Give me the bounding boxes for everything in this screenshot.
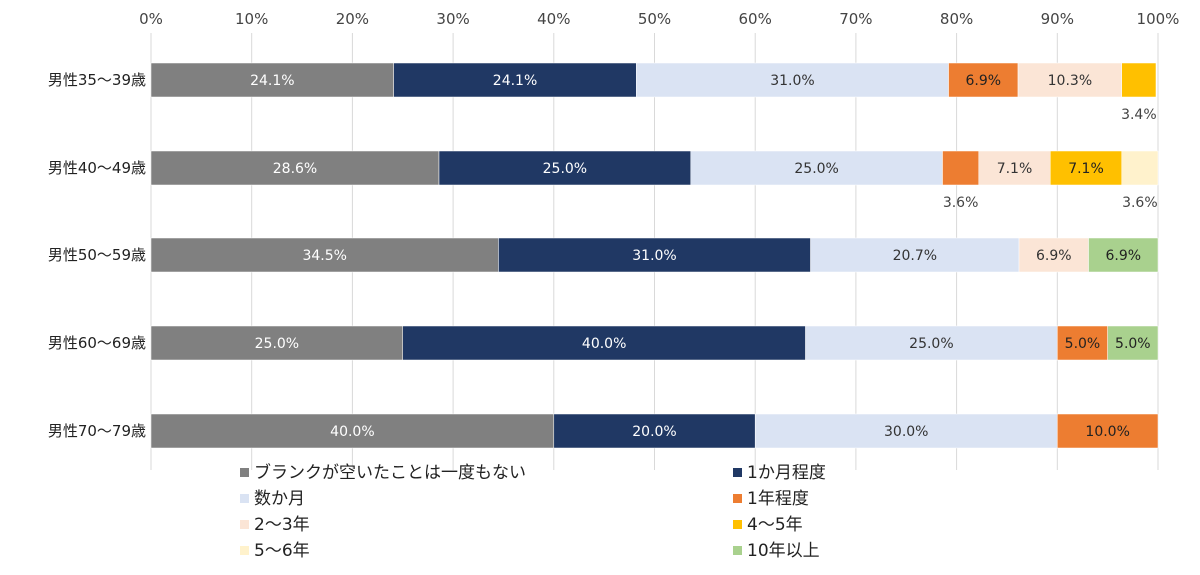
bar-segment: [1088, 237, 1159, 273]
legend-swatch: [240, 546, 249, 555]
data-label: 6.9%: [1105, 248, 1141, 264]
data-label: 25.0%: [543, 161, 587, 177]
category-label: 男性70～79歳: [48, 422, 146, 440]
x-tick-label: 20%: [336, 10, 369, 28]
legend-swatch: [240, 468, 249, 477]
legend-swatch: [733, 520, 742, 529]
legend-swatch: [240, 494, 249, 503]
bar-segment: [805, 325, 1058, 361]
legend-swatch: [240, 520, 249, 529]
data-label: 20.0%: [632, 424, 676, 440]
data-label: 10.0%: [1085, 424, 1129, 440]
legend-label: 1か月程度: [747, 463, 826, 483]
x-tick-label: 0%: [139, 10, 163, 28]
bar-segment: [1121, 62, 1157, 98]
data-label: 20.7%: [893, 248, 937, 264]
data-label: 5.0%: [1065, 336, 1101, 352]
bar-segment: [438, 150, 692, 186]
bar-segment: [150, 237, 499, 273]
data-label: 25.0%: [909, 336, 953, 352]
bar-segment: [1107, 325, 1159, 361]
data-label: 3.6%: [1122, 195, 1158, 211]
bar-segment: [553, 413, 756, 449]
data-label: 10.3%: [1048, 73, 1092, 89]
legend-label: ブランクが空いたことは一度もない: [254, 462, 526, 483]
bar-segment: [636, 62, 949, 98]
data-label: 7.1%: [1068, 161, 1104, 177]
category-label: 男性60～69歳: [48, 334, 146, 352]
legend-label: 1年程度: [747, 489, 809, 509]
data-label: 3.6%: [943, 195, 979, 211]
bar-segment: [1057, 325, 1108, 361]
category-label: 男性35～39歳: [48, 71, 146, 89]
legend-label: 2～3年: [254, 515, 310, 535]
bar-segment: [1121, 150, 1159, 186]
data-label: 7.1%: [997, 161, 1033, 177]
bar-segment: [942, 150, 980, 186]
bar-segment: [948, 62, 1019, 98]
data-label: 30.0%: [884, 424, 928, 440]
data-label: 6.9%: [965, 73, 1001, 89]
x-tick-label: 10%: [235, 10, 268, 28]
legend-label: 4～5年: [747, 515, 803, 535]
bar-segment: [978, 150, 1051, 186]
bar-segment: [150, 325, 403, 361]
bar-segment: [402, 325, 806, 361]
data-label: 40.0%: [330, 424, 374, 440]
data-label: 24.1%: [493, 73, 537, 89]
legend-swatch: [733, 494, 742, 503]
x-tick-label: 80%: [940, 10, 973, 28]
category-label: 男性50～59歳: [48, 246, 146, 264]
data-label: 28.6%: [273, 161, 317, 177]
x-tick-label: 50%: [638, 10, 671, 28]
legend-label: 10年以上: [747, 541, 820, 561]
bar-segment: [690, 150, 943, 186]
legend-swatch: [733, 468, 742, 477]
data-label: 6.9%: [1036, 248, 1072, 264]
x-tick-label: 30%: [436, 10, 469, 28]
bar-segment: [810, 237, 1020, 273]
x-tick-label: 100%: [1137, 10, 1180, 28]
bar-segment: [1057, 413, 1159, 449]
x-tick-label: 70%: [839, 10, 872, 28]
legend-swatch: [733, 546, 742, 555]
data-label: 5.0%: [1115, 336, 1151, 352]
data-label: 34.5%: [302, 248, 346, 264]
data-label: 25.0%: [255, 336, 299, 352]
data-label: 25.0%: [794, 161, 838, 177]
bar-segment: [1050, 150, 1122, 186]
x-tick-label: 60%: [739, 10, 772, 28]
bar-segment: [754, 413, 1058, 449]
category-label: 男性40～49歳: [48, 159, 146, 177]
bar-segment: [150, 62, 394, 98]
bar-segment: [150, 150, 440, 186]
data-label: 24.1%: [250, 73, 294, 89]
data-label: 3.4%: [1121, 107, 1157, 123]
data-label: 31.0%: [770, 73, 814, 89]
bar-segment: [1018, 237, 1089, 273]
legend-label: 数か月: [254, 489, 305, 509]
x-tick-label: 40%: [537, 10, 570, 28]
legend-label: 5～6年: [254, 541, 310, 561]
data-label: 31.0%: [632, 248, 676, 264]
data-label: 40.0%: [582, 336, 626, 352]
bar-segment: [393, 62, 637, 98]
bar-segment: [150, 413, 555, 449]
x-tick-label: 90%: [1041, 10, 1074, 28]
bar-segment: [1017, 62, 1122, 98]
